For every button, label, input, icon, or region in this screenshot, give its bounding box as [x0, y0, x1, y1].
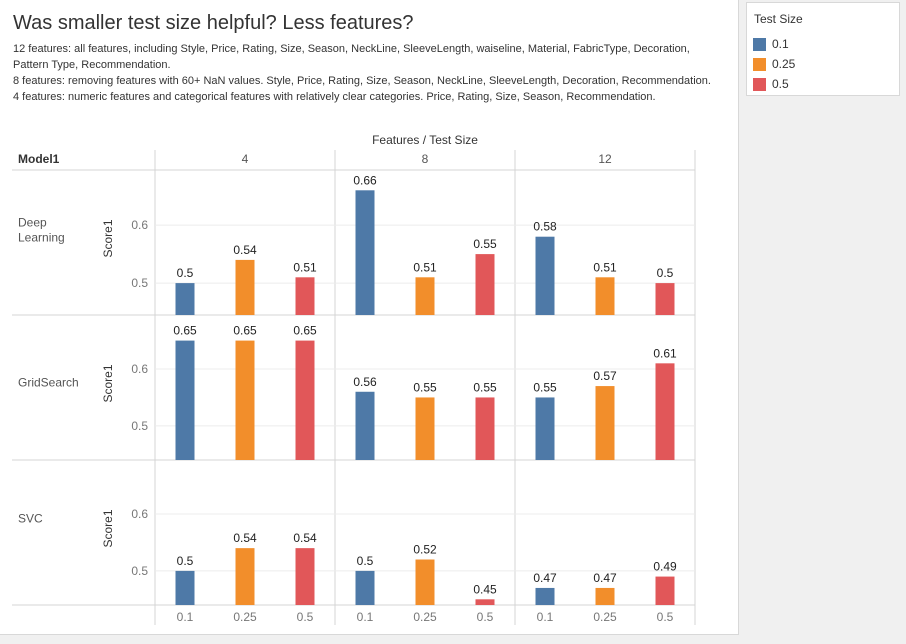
- legend-label: 0.25: [772, 57, 796, 71]
- y-tick-label: 0.6: [131, 218, 148, 232]
- bar-svc-12-0.5: [655, 576, 675, 605]
- y-tick-label: 0.6: [131, 362, 148, 376]
- bar-value-label: 0.61: [653, 346, 677, 360]
- bar-value-label: 0.51: [593, 260, 617, 274]
- column-header: Features / Test Size: [372, 133, 478, 147]
- legend[interactable]: Test Size 0.1 0.25 0.5: [746, 2, 900, 96]
- legend-swatch: [753, 58, 766, 71]
- bar-value-label: 0.55: [473, 237, 497, 251]
- bar-deep-learning-8-0.5: [475, 254, 495, 315]
- bar-value-label: 0.56: [353, 375, 377, 389]
- feature-group-label-4: 4: [242, 152, 249, 166]
- bar-value-label: 0.5: [177, 554, 194, 568]
- feature-group-label-12: 12: [598, 152, 612, 166]
- bar-deep-learning-12-0.1: [535, 236, 555, 315]
- row-header: Model1: [18, 152, 60, 166]
- bar-value-label: 0.5: [357, 554, 374, 568]
- bar-gridsearch-8-0.5: [475, 397, 495, 460]
- bar-value-label: 0.49: [653, 560, 677, 574]
- bar-value-label: 0.52: [413, 543, 437, 557]
- bar-value-label: 0.57: [593, 369, 617, 383]
- bar-svc-8-0.5: [475, 599, 495, 605]
- bar-value-label: 0.55: [413, 380, 437, 394]
- bar-gridsearch-8-0.1: [355, 391, 375, 460]
- bar-gridsearch-4-0.1: [175, 340, 195, 460]
- bar-gridsearch-4-0.25: [235, 340, 255, 460]
- bar-gridsearch-8-0.25: [415, 397, 435, 460]
- legend-label: 0.1: [772, 37, 789, 51]
- x-tick-label: 0.25: [413, 610, 437, 624]
- y-axis-label: Score1: [101, 509, 115, 547]
- bar-deep-learning-12-0.25: [595, 277, 615, 315]
- chart-title: Was smaller test size helpful? Less feat…: [13, 12, 414, 34]
- legend-swatch: [753, 38, 766, 51]
- subtitle-line-8-features: 8 features: removing features with 60+ N…: [13, 75, 711, 87]
- x-tick-label: 0.1: [357, 610, 374, 624]
- bar-value-label: 0.58: [533, 220, 557, 234]
- bar-deep-learning-8-0.25: [415, 277, 435, 315]
- bar-svc-8-0.1: [355, 570, 375, 605]
- bar-gridsearch-12-0.1: [535, 397, 555, 460]
- feature-group-label-8: 8: [422, 152, 429, 166]
- x-tick-label: 0.1: [177, 610, 194, 624]
- legend-title: Test Size: [754, 12, 803, 26]
- x-tick-label: 0.5: [477, 610, 494, 624]
- x-tick-label: 0.25: [593, 610, 617, 624]
- bar-value-label: 0.51: [293, 260, 317, 274]
- subtitle-line-4-features: 4 features: numeric features and categor…: [13, 91, 656, 103]
- legend-label: 0.5: [772, 77, 789, 91]
- bar-svc-12-0.25: [595, 587, 615, 605]
- chart-subtitle: 12 features: all features, including Sty…: [13, 41, 728, 105]
- bar-gridsearch-4-0.5: [295, 340, 315, 460]
- x-tick-label: 0.5: [657, 610, 674, 624]
- y-tick-label: 0.5: [131, 564, 148, 578]
- bar-value-label: 0.66: [353, 173, 377, 187]
- bar-svc-4-0.5: [295, 548, 315, 605]
- bar-value-label: 0.5: [177, 266, 194, 280]
- bar-deep-learning-12-0.5: [655, 283, 675, 315]
- bar-deep-learning-4-0.5: [295, 277, 315, 315]
- y-tick-label: 0.5: [131, 419, 148, 433]
- bar-value-label: 0.47: [593, 571, 617, 585]
- y-tick-label: 0.5: [131, 276, 148, 290]
- legend-swatch: [753, 78, 766, 91]
- row-label-svc: SVC: [18, 512, 43, 526]
- bar-value-label: 0.54: [293, 531, 317, 545]
- x-tick-label: 0.5: [297, 610, 314, 624]
- bar-value-label: 0.65: [233, 324, 257, 338]
- subtitle-line-12-features: 12 features: all features, including Sty…: [13, 43, 690, 71]
- bar-value-label: 0.47: [533, 571, 557, 585]
- bar-deep-learning-8-0.1: [355, 190, 375, 315]
- bar-value-label: 0.5: [657, 266, 674, 280]
- y-axis-label: Score1: [101, 219, 115, 257]
- bar-deep-learning-4-0.25: [235, 259, 255, 315]
- x-tick-label: 0.1: [537, 610, 554, 624]
- bar-svc-4-0.1: [175, 570, 195, 605]
- y-tick-label: 0.6: [131, 507, 148, 521]
- bar-value-label: 0.51: [413, 260, 437, 274]
- row-label-gridsearch: GridSearch: [18, 376, 79, 390]
- bar-value-label: 0.65: [173, 324, 197, 338]
- y-axis-label: Score1: [101, 364, 115, 402]
- bar-value-label: 0.55: [473, 380, 497, 394]
- bar-value-label: 0.55: [533, 380, 557, 394]
- bar-chart[interactable]: Features / Test Size Model1 4 8 12 0.5 0.6 Deep…: [0, 0, 738, 634]
- bar-value-label: 0.45: [473, 582, 497, 596]
- bar-value-label: 0.54: [233, 243, 257, 257]
- bar-svc-12-0.1: [535, 587, 555, 605]
- bar-gridsearch-12-0.5: [655, 363, 675, 460]
- bar-svc-8-0.25: [415, 559, 435, 605]
- x-tick-label: 0.25: [233, 610, 257, 624]
- row-label-deep-learning: Deep: [18, 216, 47, 230]
- bar-value-label: 0.65: [293, 324, 317, 338]
- dashboard-panel: Was smaller test size helpful? Less feat…: [0, 0, 739, 635]
- bar-value-label: 0.54: [233, 531, 257, 545]
- bar-gridsearch-12-0.25: [595, 386, 615, 460]
- bar-deep-learning-4-0.1: [175, 283, 195, 315]
- bar-svc-4-0.25: [235, 548, 255, 605]
- row-label-deep-learning-line2: Learning: [18, 231, 65, 245]
